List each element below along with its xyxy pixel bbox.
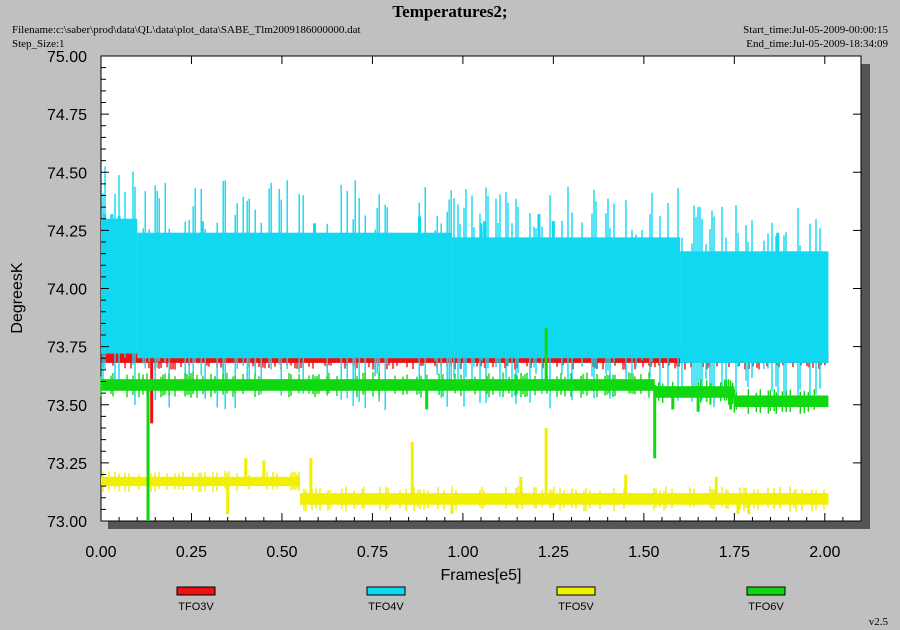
legend: TFO3V TFO4V TFO5V TFO6V: [176, 586, 786, 613]
chart-title: Temperatures2;: [392, 2, 508, 21]
y-tick-label: 73.75: [47, 340, 87, 357]
y-axis-label: DegreesK: [9, 262, 26, 333]
tfo5v-noise-1: [303, 486, 825, 512]
tfo5v-noise-0: [102, 471, 300, 493]
series-tfo6v: [100, 328, 829, 521]
legend-label-tfo6v: TFO6V: [748, 601, 784, 613]
x-axis-label: Frames[e5]: [441, 567, 522, 584]
series-tfo4v: [101, 166, 829, 411]
tfo4v-noise-1: [142, 180, 452, 411]
tfo4v-noise-3: [681, 205, 821, 408]
version-label: v2.5: [868, 616, 888, 628]
x-tick-label: 0.75: [357, 544, 388, 561]
x-tick-label: 1.75: [719, 544, 750, 561]
y-tick-label: 73.25: [47, 456, 87, 473]
step-size-label: Step_Size:1: [12, 38, 65, 50]
legend-label-tfo5v: TFO5V: [558, 601, 594, 613]
tfo6v-noise-2: [733, 388, 815, 414]
x-tick-label: 2.00: [809, 544, 840, 561]
x-tick-label: 1.25: [538, 544, 569, 561]
tfo6v-band-1: [654, 386, 735, 398]
y-tick-label: 74.75: [47, 107, 87, 124]
start-time-label: Start_time:Jul-05-2009-00:00:15: [743, 24, 888, 36]
y-tick-label: 73.00: [47, 514, 87, 531]
y-tick-label: 73.50: [47, 398, 87, 415]
legend-label-tfo3v: TFO3V: [178, 601, 214, 613]
x-tick-label: 1.00: [447, 544, 478, 561]
end-time-label: End_time:Jul-05-2009-18:34:09: [746, 38, 888, 50]
tfo6v-band-0: [101, 379, 655, 391]
tfo4v-band-1: [137, 232, 453, 359]
tfo6v-band-2: [734, 395, 829, 408]
legend-swatch-tfo6v: [746, 586, 786, 596]
legend-swatch-tfo5v: [556, 586, 596, 596]
axis-layer: 73.00 73.25 73.50 73.75 74.00 74.25 74.50 74.75…: [47, 49, 861, 561]
y-tick-label: 74.00: [47, 282, 87, 299]
y-tick-label: 74.50: [47, 165, 87, 182]
x-tick-label: 0.50: [266, 544, 297, 561]
legend-swatch-tfo3v: [176, 586, 216, 596]
x-tick-label: 0.00: [85, 544, 116, 561]
x-tick-label: 1.50: [628, 544, 659, 561]
legend-swatch-tfo4v: [366, 586, 406, 596]
filename-label: Filename:c:\saber\prod\data\QL\data\plot…: [12, 24, 361, 36]
tfo4v-band-3: [680, 251, 829, 363]
series-layer: [100, 166, 829, 521]
x-tick-label: 0.25: [176, 544, 207, 561]
y-tick-label: 75.00: [47, 49, 87, 66]
legend-label-tfo4v: TFO4V: [368, 601, 404, 613]
y-tick-label: 74.25: [47, 223, 87, 240]
